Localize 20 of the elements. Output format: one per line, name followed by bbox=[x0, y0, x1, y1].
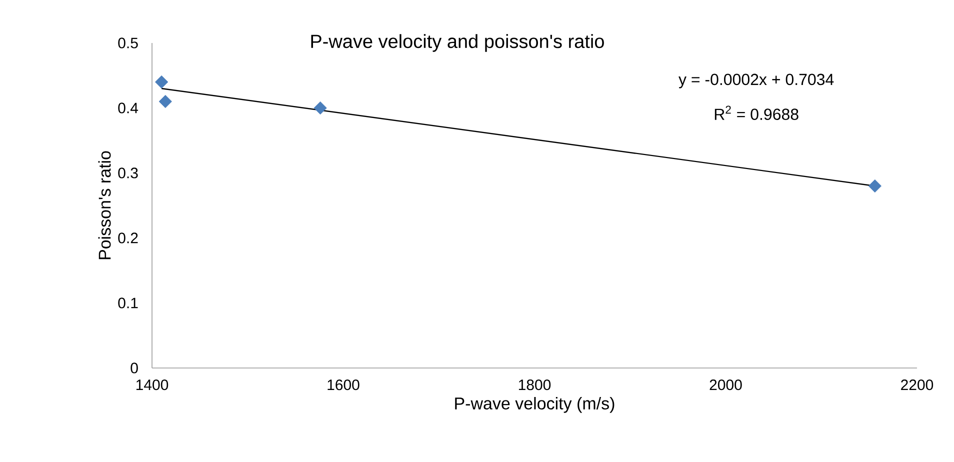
y-tick-label: 0.5 bbox=[118, 38, 138, 48]
point bbox=[868, 179, 882, 193]
x-tick-label: 1800 bbox=[518, 380, 551, 390]
y-tick-label: 0.3 bbox=[118, 168, 138, 178]
y-tick-label: 0.2 bbox=[118, 232, 138, 244]
x-tick-label: 2200 bbox=[901, 380, 934, 390]
x-tick-label: 1600 bbox=[328, 380, 360, 390]
y-tick-label: 0 bbox=[130, 362, 138, 374]
chart-title: P-wave velocity and poisson's ratio bbox=[311, 34, 604, 52]
point bbox=[314, 101, 327, 115]
y-tick-label: 0.1 bbox=[118, 298, 138, 308]
annotation: R$^{2}$ = 0.9688 bbox=[714, 106, 798, 120]
y-tick-label: 0.4 bbox=[118, 102, 138, 114]
point bbox=[158, 94, 172, 108]
point bbox=[155, 75, 168, 89]
annotation: y = -0.0002x + 0.7034 bbox=[678, 74, 834, 88]
x-tick-label: 2000 bbox=[710, 380, 742, 390]
x-tick-label: 1400 bbox=[136, 380, 168, 390]
y-axis-title: Poisson's ratio bbox=[98, 151, 111, 260]
x-axis-title: P-wave velocity (m/s) bbox=[455, 397, 614, 413]
